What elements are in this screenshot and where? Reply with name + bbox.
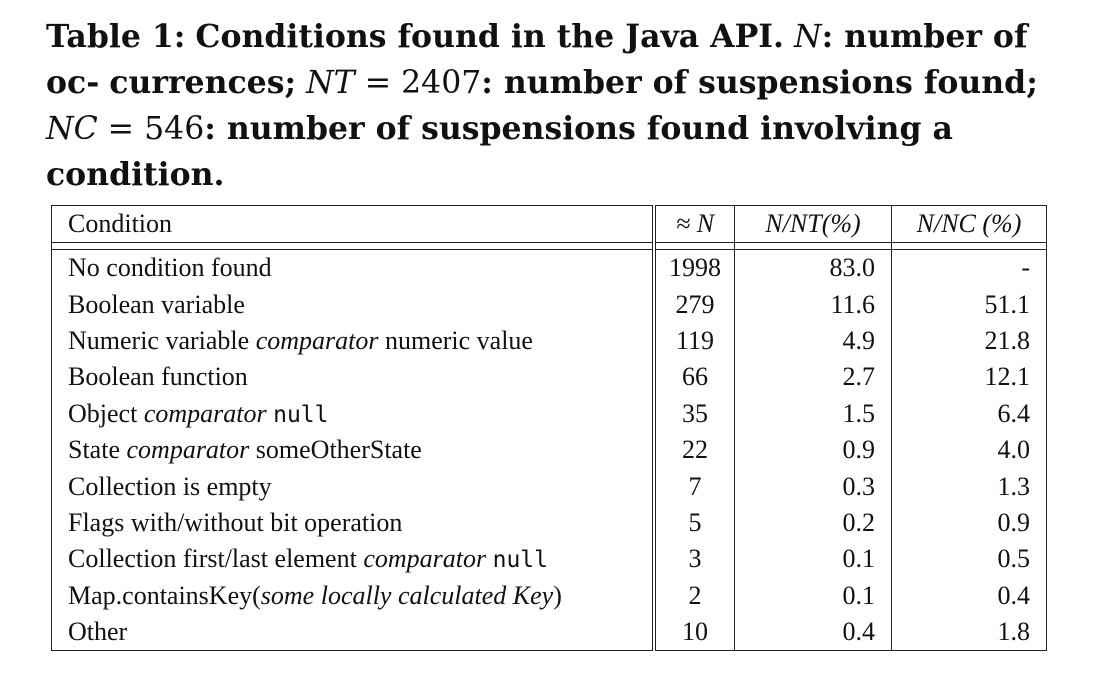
caption-nc-value: 546 xyxy=(144,111,205,147)
table-row: State comparator someOtherState 22 0.9 4.0 xyxy=(51,431,1047,469)
cell-n-nt: 0.1 xyxy=(734,577,892,614)
cell-n: 2 xyxy=(654,577,735,614)
cell-n: 1998 xyxy=(654,249,735,287)
code-text: null xyxy=(273,401,329,428)
table-caption: Table 1: Conditions found in the Java AP… xyxy=(46,14,1056,198)
emphasis-text: some locally calculated Key xyxy=(260,580,554,610)
cell-condition: Boolean function xyxy=(51,359,656,396)
cell-n-nt: 0.2 xyxy=(734,504,892,542)
table-row: Boolean function 66 2.7 12.1 xyxy=(51,359,1047,396)
table-row: Boolean variable 279 11.6 51.1 xyxy=(51,286,1047,323)
cell-n: 3 xyxy=(654,541,735,578)
table-row: Map.containsKey(some locally calculated … xyxy=(51,577,1047,614)
cell-n-nt: 83.0 xyxy=(734,249,892,287)
cell-n-nt: 11.6 xyxy=(734,286,892,323)
condition-text: No condition found xyxy=(68,253,272,283)
code-text: null xyxy=(492,547,548,574)
header-separator xyxy=(51,242,1047,250)
caption-nt-desc: : number of suspensions found; xyxy=(481,64,1038,101)
conditions-table: Condition ≈ N N/NT(%) N/NC (%) No condit… xyxy=(51,205,1047,652)
emphasis-text: comparator xyxy=(363,544,487,574)
cell-n-nc: - xyxy=(891,249,1047,287)
cell-n-nt: 2.7 xyxy=(734,359,892,396)
cell-n: 22 xyxy=(654,431,735,469)
cell-n-nt: 0.4 xyxy=(734,613,892,652)
caption-nt-symbol: NT xyxy=(306,65,355,101)
cell-condition: Collection is empty xyxy=(51,468,656,505)
cell-n-nc: 4.0 xyxy=(891,431,1047,469)
cell-n: 35 xyxy=(654,395,735,432)
condition-text: ) xyxy=(553,580,562,610)
caption-line2-start: currences; xyxy=(109,64,297,101)
cell-n: 66 xyxy=(654,359,735,396)
cell-n-nc: 6.4 xyxy=(891,395,1047,432)
table-row: Collection is empty 7 0.3 1.3 xyxy=(51,468,1047,505)
header-n: ≈ N xyxy=(654,205,735,243)
cell-n-nt: 0.9 xyxy=(734,431,892,469)
table-row: Other 10 0.4 1.8 xyxy=(51,613,1047,652)
table-row: Object comparator null 35 1.5 6.4 xyxy=(51,395,1047,432)
cell-n-nc: 0.5 xyxy=(891,541,1047,578)
cell-n-nc: 12.1 xyxy=(891,359,1047,396)
caption-n-symbol: N xyxy=(794,19,822,55)
cell-condition: Object comparator null xyxy=(51,395,656,432)
cell-n-nc: 0.4 xyxy=(891,577,1047,614)
header-n-nc: N/NC (%) xyxy=(891,205,1047,243)
caption-nc-desc: : number of suspensions found involving … xyxy=(46,110,953,193)
cell-n-nt: 1.5 xyxy=(734,395,892,432)
header-n-nt: N/NT(%) xyxy=(734,205,892,243)
cell-condition: Collection first/last element comparator… xyxy=(51,541,656,578)
cell-n-nc: 21.8 xyxy=(891,322,1047,360)
condition-text: someOtherState xyxy=(249,435,422,465)
cell-condition: State comparator someOtherState xyxy=(51,431,656,469)
table-body: No condition found 1998 83.0- Boolean varia… xyxy=(51,249,1047,652)
cell-condition: Other xyxy=(51,613,656,652)
cell-n-nc: 0.9 xyxy=(891,504,1047,542)
cell-n-nc: 1.3 xyxy=(891,468,1047,505)
cell-n: 5 xyxy=(654,504,735,542)
emphasis-text: comparator xyxy=(255,325,379,355)
cell-condition: No condition found xyxy=(51,249,656,287)
caption-label: Table 1: xyxy=(46,18,186,55)
condition-text: Numeric variable xyxy=(68,325,256,355)
cell-n: 7 xyxy=(654,468,735,505)
cell-n-nc: 51.1 xyxy=(891,286,1047,323)
cell-condition: Boolean variable xyxy=(51,286,656,323)
cell-n-nt: 0.3 xyxy=(734,468,892,505)
condition-text: numeric value xyxy=(378,325,533,355)
cell-n-nt: 4.9 xyxy=(734,322,892,360)
cell-n: 279 xyxy=(654,286,735,323)
table-row: No condition found 1998 83.0- xyxy=(51,249,1047,287)
condition-text: Map.containsKey( xyxy=(68,580,261,610)
caption-title: Conditions found in the Java API. xyxy=(195,18,784,55)
emphasis-text: comparator xyxy=(143,398,267,428)
cell-condition: Map.containsKey(some locally calculated … xyxy=(51,577,656,614)
condition-text: State xyxy=(68,435,127,465)
cell-n: 119 xyxy=(654,322,735,360)
cell-condition: Numeric variable comparator numeric valu… xyxy=(51,322,656,360)
table-header-row: Condition ≈ N N/NT(%) N/NC (%) xyxy=(51,205,1047,243)
cell-n-nc: 1.8 xyxy=(891,613,1047,652)
cell-n-nt: 0.1 xyxy=(734,541,892,578)
condition-text: Collection is empty xyxy=(68,471,272,501)
condition-text: Other xyxy=(68,617,128,647)
condition-text: Boolean function xyxy=(68,362,248,392)
cell-n: 10 xyxy=(654,613,735,652)
condition-text: Object xyxy=(68,398,144,428)
table-row: Numeric variable comparator numeric valu… xyxy=(51,322,1047,360)
caption-nc-symbol: NC xyxy=(46,111,98,147)
condition-text: Flags with/without bit operation xyxy=(68,507,403,537)
caption-nt-value: = 2407 xyxy=(354,65,482,101)
caption-nc-eq: = xyxy=(97,111,135,147)
condition-text: Boolean variable xyxy=(68,289,245,319)
cell-condition: Flags with/without bit operation xyxy=(51,504,656,542)
caption-n-desc: : number of oc- xyxy=(46,18,1028,101)
condition-text: Collection first/last element xyxy=(68,544,364,574)
emphasis-text: comparator xyxy=(126,435,250,465)
header-condition: Condition xyxy=(51,205,656,243)
table-row: Collection first/last element comparator… xyxy=(51,541,1047,578)
table-row: Flags with/without bit operation 5 0.2 0.9 xyxy=(51,504,1047,542)
